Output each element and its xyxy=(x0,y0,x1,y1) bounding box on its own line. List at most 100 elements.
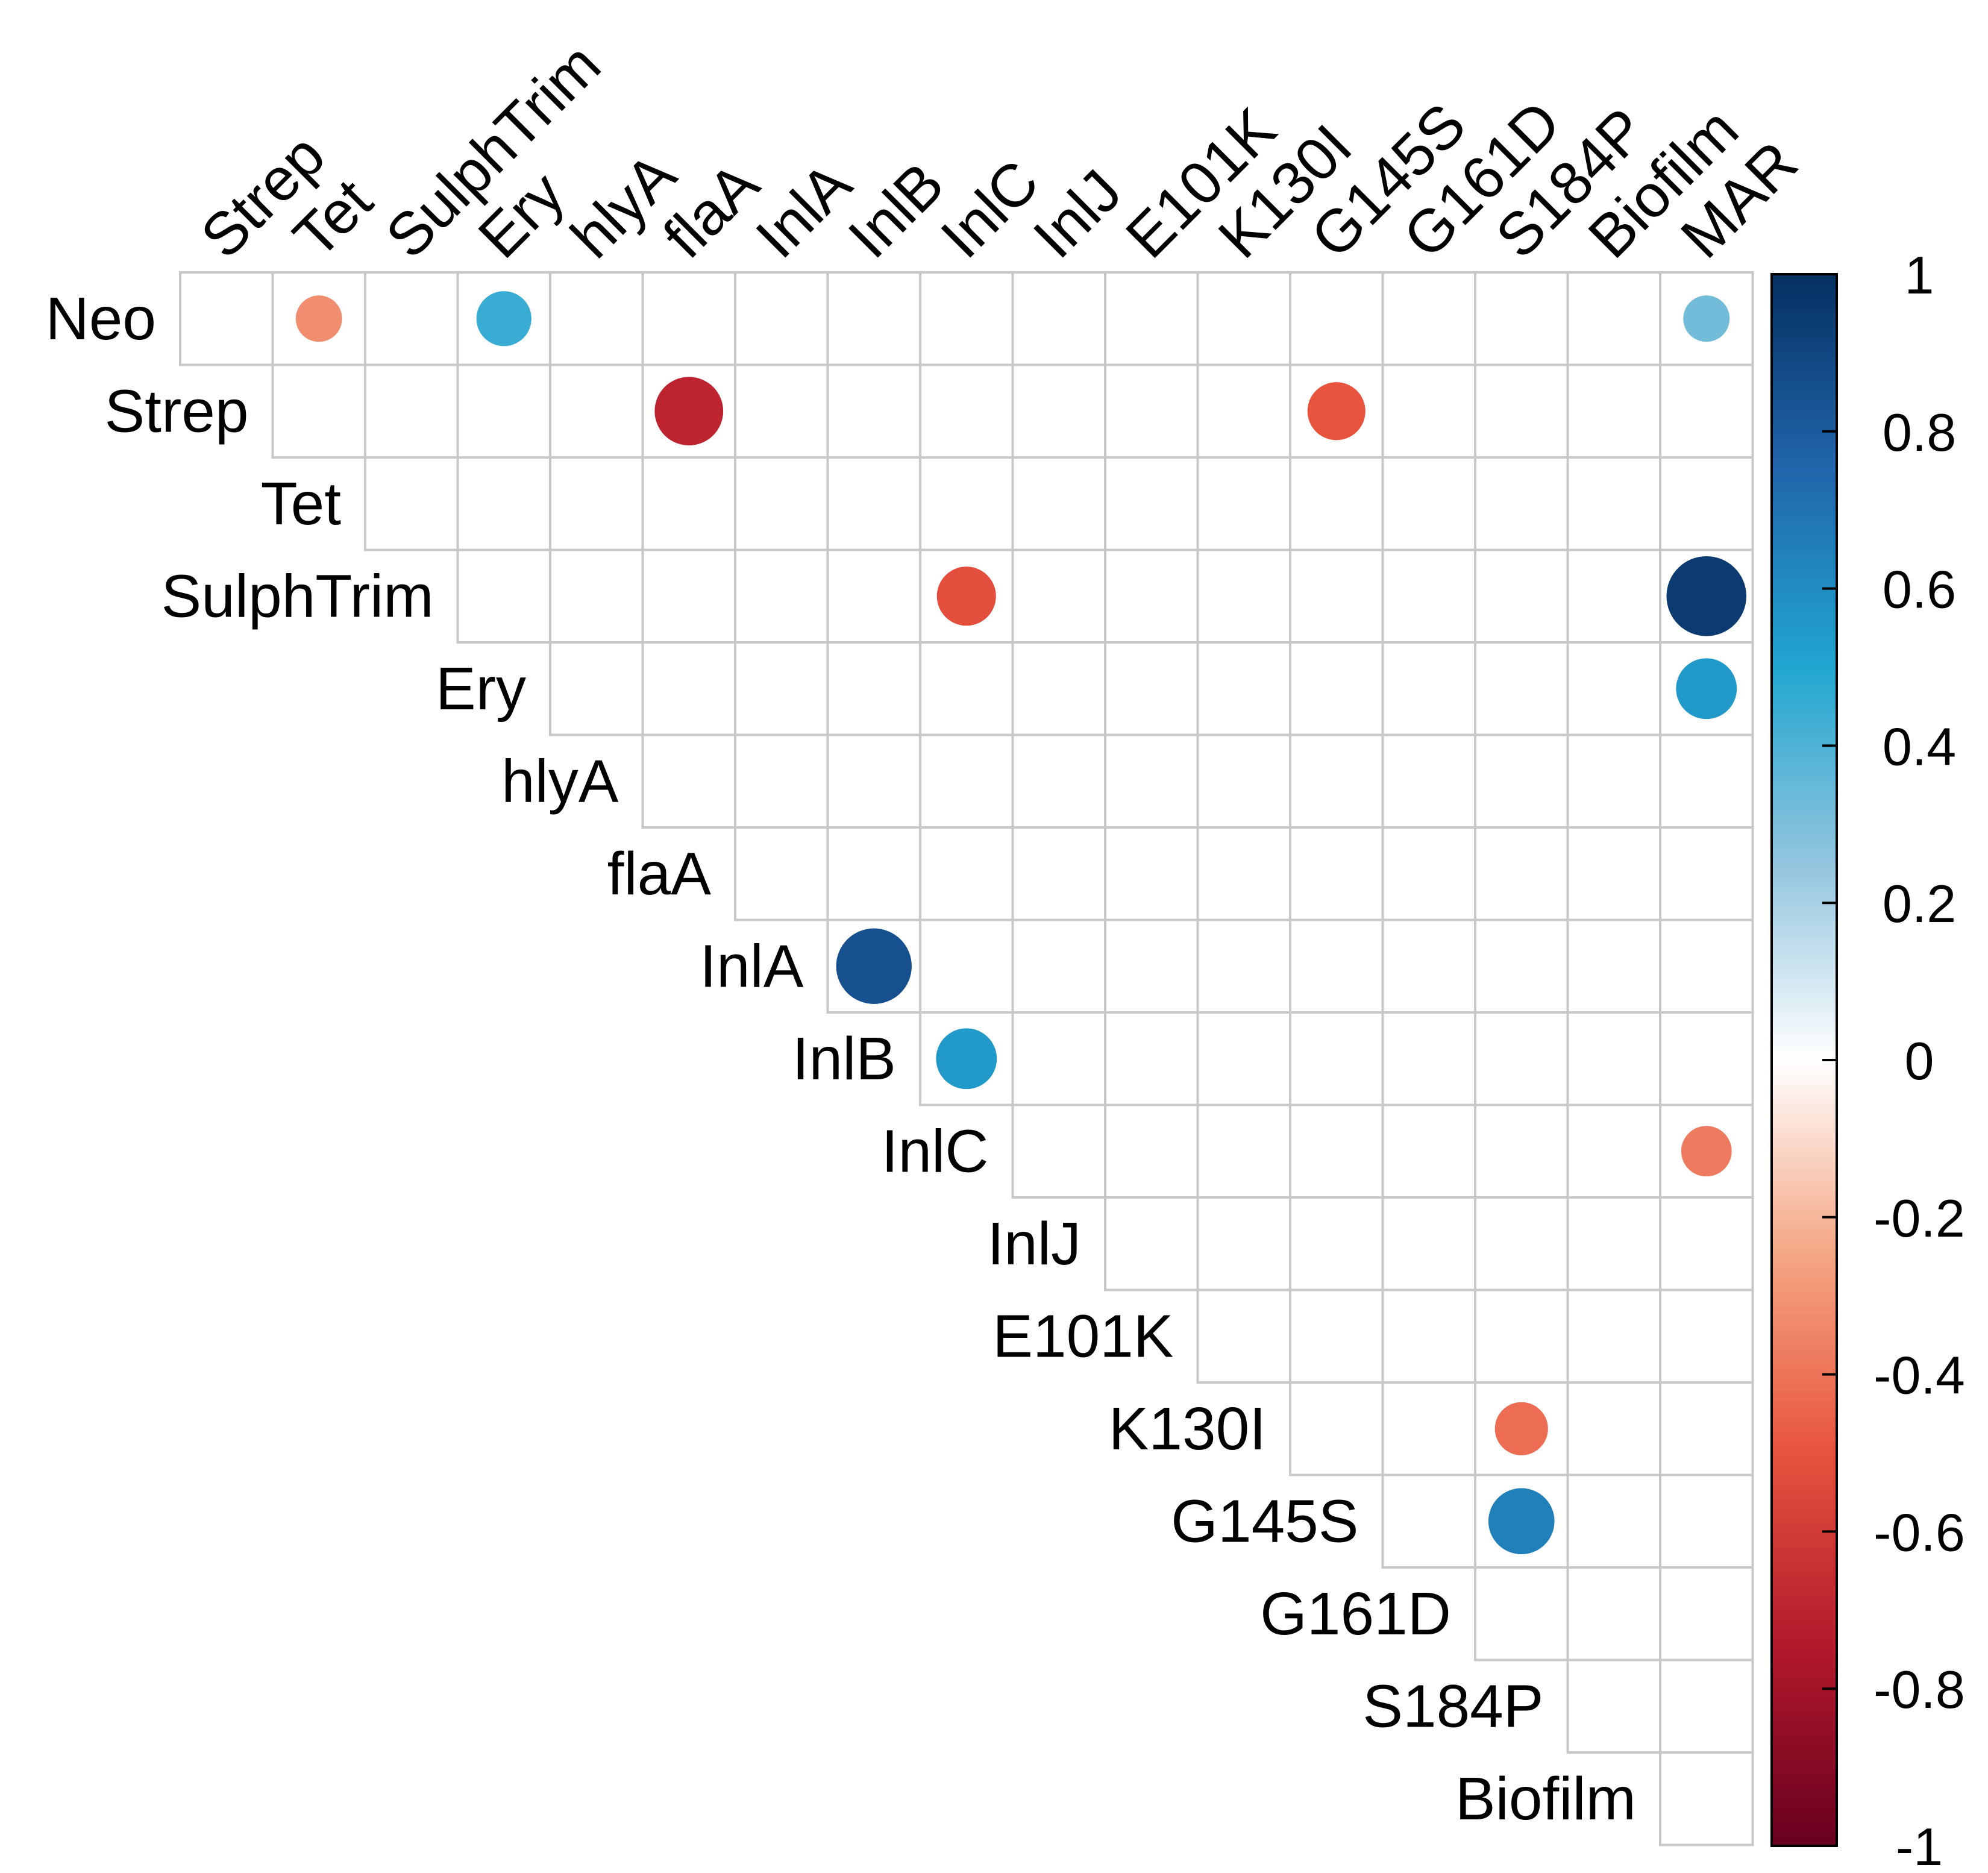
grid-cell xyxy=(641,733,736,829)
grid-cell xyxy=(734,271,829,366)
grid-cell xyxy=(364,271,459,366)
correlation-circles xyxy=(295,291,1747,1555)
grid-cell xyxy=(1474,918,1569,1014)
row-label: flaA xyxy=(607,840,712,908)
grid-cell xyxy=(1474,1566,1569,1661)
grid-cell xyxy=(1011,733,1106,829)
grid-cell xyxy=(1659,1658,1754,1754)
row-label: InlA xyxy=(700,932,804,1000)
grid-cell xyxy=(1474,641,1569,736)
grid-cell xyxy=(1381,1473,1476,1569)
grid-cell xyxy=(1289,456,1384,551)
grid-cell xyxy=(1566,918,1661,1014)
grid-cell xyxy=(919,363,1014,459)
grid-cell xyxy=(1289,1011,1384,1106)
grid-cell xyxy=(1659,1381,1754,1476)
grid-cell xyxy=(1381,1103,1476,1199)
grid-cell xyxy=(1196,1288,1291,1384)
grid-cell xyxy=(1566,456,1661,551)
grid-cell xyxy=(1011,1103,1106,1199)
row-label: S184P xyxy=(1362,1672,1543,1740)
grid-cell xyxy=(1196,1103,1291,1199)
row-label: SulphTrim xyxy=(161,562,434,630)
color-legend-tick-label: 0.8 xyxy=(1883,403,1956,462)
correlation-circle-sulphtrim-mar xyxy=(1666,556,1747,636)
grid-cell xyxy=(364,456,459,551)
color-legend-tick-label: 1 xyxy=(1905,245,1934,305)
correlation-circle-strep-g145s xyxy=(1307,382,1366,441)
grid-cell xyxy=(1566,733,1661,829)
grid-cell xyxy=(179,271,274,366)
column-label: InlA xyxy=(743,149,864,271)
column-labels: StrepTetSulphTrimEryhlyAflaAInlAInlBInlC… xyxy=(188,31,1810,271)
color-legend-tick-label: 0.4 xyxy=(1883,717,1956,776)
grid-cell xyxy=(1381,733,1476,829)
grid-cell xyxy=(1104,918,1199,1014)
grid-cell xyxy=(1566,641,1661,736)
grid-cell xyxy=(1104,826,1199,921)
grid-cell xyxy=(1289,918,1384,1014)
grid-cell xyxy=(1381,1011,1476,1106)
row-label: InlC xyxy=(882,1117,989,1185)
grid-cell xyxy=(1011,271,1106,366)
grid-cell xyxy=(1196,271,1291,366)
grid-cell xyxy=(1196,641,1291,736)
grid-cell xyxy=(1104,641,1199,736)
grid-cell xyxy=(1474,271,1569,366)
grid-cell xyxy=(826,826,921,921)
grid-cell xyxy=(1289,271,1384,366)
color-legend-tick-label: 0.2 xyxy=(1883,874,1956,933)
grid-cell xyxy=(1566,1381,1661,1476)
grid-cell xyxy=(1659,1011,1754,1106)
grid-cell xyxy=(1011,1011,1106,1106)
correlation-circle-g145s-s184p xyxy=(1488,1488,1555,1555)
color-legend-tick-label: -0.8 xyxy=(1874,1660,1965,1719)
grid-cell xyxy=(1011,363,1106,459)
grid-cell xyxy=(1196,1196,1291,1291)
grid-cell xyxy=(1104,1103,1199,1199)
color-legend-tick-label: 0 xyxy=(1905,1031,1934,1091)
grid-cell xyxy=(1196,363,1291,459)
grid-cell xyxy=(1566,1473,1661,1569)
grid-cell xyxy=(734,826,829,921)
correlation-circle-sulphtrim-inlc xyxy=(936,566,996,626)
row-label: Biofilm xyxy=(1455,1765,1636,1833)
grid-cell xyxy=(734,456,829,551)
grid-cell xyxy=(826,641,921,736)
row-label: Tet xyxy=(261,470,342,538)
grid-cell xyxy=(1381,826,1476,921)
grid-cell xyxy=(919,271,1014,366)
correlation-circle-inla-inlb xyxy=(836,928,912,1004)
grid-cell xyxy=(456,363,551,459)
column-label: InlJ xyxy=(1021,157,1135,271)
grid-cell xyxy=(1659,918,1754,1014)
grid-cell xyxy=(1196,548,1291,644)
row-label: E101K xyxy=(992,1302,1173,1370)
grid-cell xyxy=(1659,363,1754,459)
grid-cell xyxy=(1011,826,1106,921)
grid-cell xyxy=(1474,1196,1569,1291)
grid-cell xyxy=(1566,1566,1661,1661)
row-label: Strep xyxy=(104,377,248,445)
correlation-circle-neo-mar xyxy=(1683,295,1730,342)
column-label: InlC xyxy=(928,148,1052,271)
grid-cell xyxy=(549,456,644,551)
correlation-circle-strep-flaa xyxy=(654,377,724,446)
grid-cell xyxy=(1659,1751,1754,1846)
grid-cell xyxy=(1196,826,1291,921)
grid-cell xyxy=(1196,1011,1291,1106)
grid-cell xyxy=(826,548,921,644)
grid-cell xyxy=(734,548,829,644)
grid-cell xyxy=(826,363,921,459)
grid-cell xyxy=(1289,1196,1384,1291)
grid-cell xyxy=(1566,1196,1661,1291)
grid-cell xyxy=(1011,548,1106,644)
color-legend: 1 0.8 0.6 0.4 0.2 0 -0.2 -0.4 -0.6 -0.8 -1 xyxy=(1770,245,1965,1873)
row-label: K130I xyxy=(1109,1395,1266,1463)
grid-cell xyxy=(1196,733,1291,829)
grid-cell xyxy=(1659,826,1754,921)
grid-cell xyxy=(1474,1288,1569,1384)
row-label: InlJ xyxy=(987,1210,1081,1278)
grid-cell xyxy=(919,641,1014,736)
row-label: hlyA xyxy=(501,747,619,815)
